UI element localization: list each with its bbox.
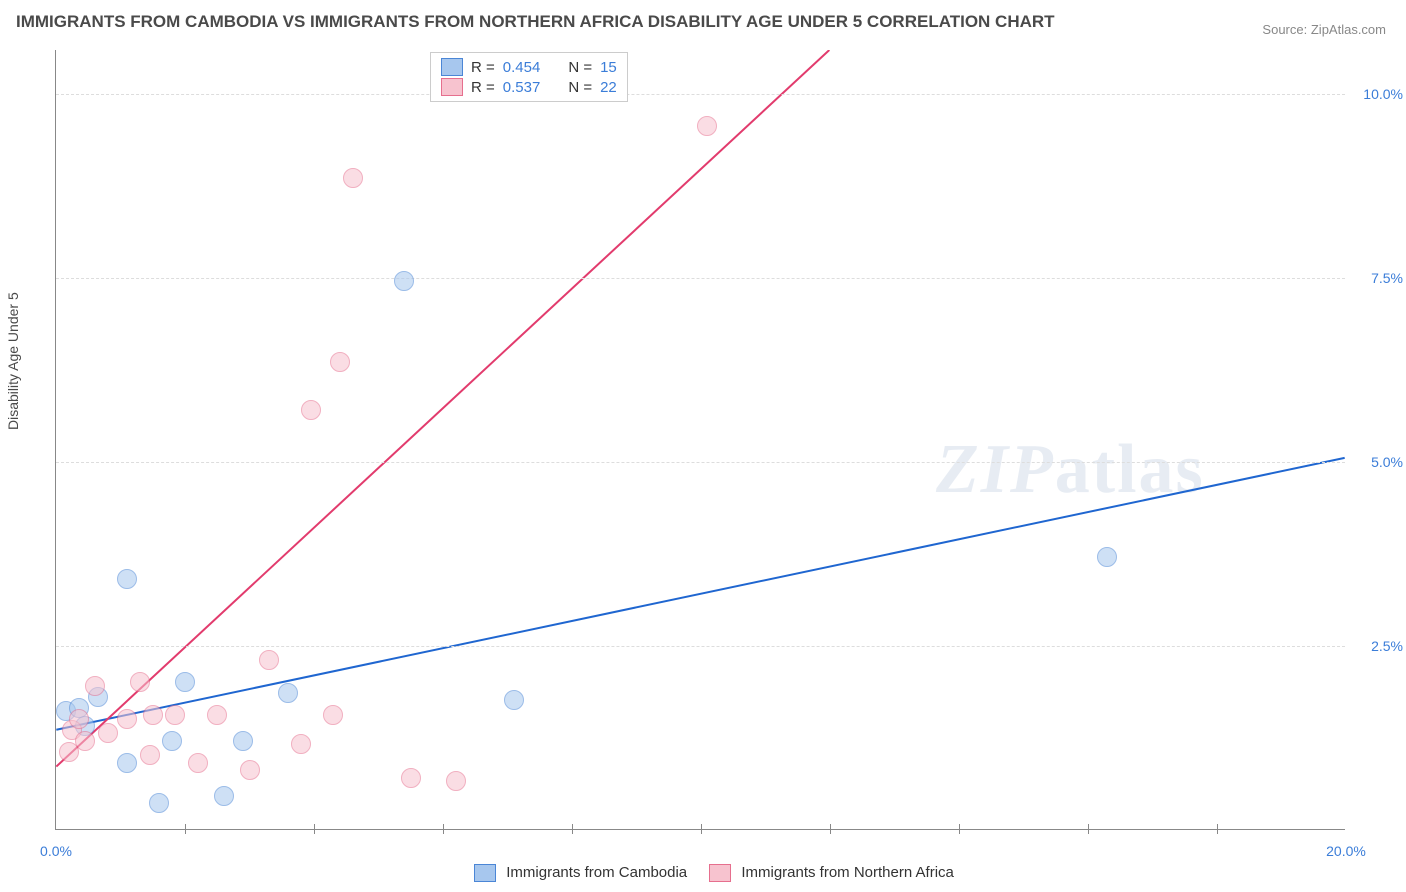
scatter-point — [240, 760, 260, 780]
scatter-point — [301, 400, 321, 420]
gridline-horizontal — [56, 94, 1345, 95]
legend-series-label: Immigrants from Northern Africa — [737, 864, 954, 881]
x-minor-tick — [443, 824, 444, 834]
correlation-legend: R = 0.454 N = 15 R = 0.537 N = 22 — [430, 52, 628, 102]
x-minor-tick — [185, 824, 186, 834]
gridline-horizontal — [56, 646, 1345, 647]
scatter-point — [323, 705, 343, 725]
x-minor-tick — [1088, 824, 1089, 834]
y-tick-label: 2.5% — [1353, 638, 1403, 654]
scatter-point — [75, 731, 95, 751]
chart-title: IMMIGRANTS FROM CAMBODIA VS IMMIGRANTS F… — [16, 12, 1055, 32]
legend-swatch — [709, 864, 731, 882]
legend-swatch — [441, 78, 463, 96]
scatter-point — [69, 709, 89, 729]
scatter-point — [697, 116, 717, 136]
scatter-point — [214, 786, 234, 806]
scatter-point — [330, 352, 350, 372]
y-tick-label: 7.5% — [1353, 270, 1403, 286]
scatter-point — [140, 745, 160, 765]
scatter-point — [446, 771, 466, 791]
plot-area: ZIPatlas 2.5%5.0%7.5%10.0%0.0%20.0% — [55, 50, 1345, 830]
scatter-point — [117, 753, 137, 773]
r-label: R = — [471, 59, 495, 76]
gridline-horizontal — [56, 278, 1345, 279]
scatter-point — [162, 731, 182, 751]
legend-row: R = 0.537 N = 22 — [441, 77, 617, 97]
source-value: ZipAtlas.com — [1311, 22, 1386, 37]
scatter-point — [401, 768, 421, 788]
scatter-point — [98, 723, 118, 743]
x-tick-label: 0.0% — [40, 843, 72, 859]
scatter-point — [165, 705, 185, 725]
n-label: N = — [568, 79, 592, 96]
y-tick-label: 5.0% — [1353, 454, 1403, 470]
x-minor-tick — [959, 824, 960, 834]
scatter-point — [259, 650, 279, 670]
scatter-point — [149, 793, 169, 813]
scatter-point — [85, 676, 105, 696]
y-axis-label: Disability Age Under 5 — [5, 292, 21, 430]
scatter-point — [207, 705, 227, 725]
scatter-point — [1097, 547, 1117, 567]
r-value: 0.537 — [503, 79, 541, 96]
x-minor-tick — [1217, 824, 1218, 834]
r-value: 0.454 — [503, 59, 541, 76]
legend-swatch — [441, 58, 463, 76]
legend-row: R = 0.454 N = 15 — [441, 57, 617, 77]
scatter-point — [291, 734, 311, 754]
series-legend: Immigrants from Cambodia Immigrants from… — [0, 864, 1406, 882]
x-minor-tick — [314, 824, 315, 834]
source-label: Source: — [1262, 22, 1307, 37]
scatter-point — [188, 753, 208, 773]
watermark: ZIPatlas — [936, 430, 1205, 510]
scatter-point — [175, 672, 195, 692]
n-value: 22 — [600, 79, 617, 96]
x-minor-tick — [572, 824, 573, 834]
scatter-point — [278, 683, 298, 703]
scatter-point — [233, 731, 253, 751]
scatter-point — [343, 168, 363, 188]
legend-series-label: Immigrants from Cambodia — [502, 864, 687, 881]
x-minor-tick — [701, 824, 702, 834]
scatter-point — [394, 271, 414, 291]
watermark-atlas: atlas — [1055, 431, 1205, 508]
x-minor-tick — [830, 824, 831, 834]
n-value: 15 — [600, 59, 617, 76]
legend-swatch — [474, 864, 496, 882]
scatter-point — [130, 672, 150, 692]
scatter-point — [504, 690, 524, 710]
trend-line — [56, 50, 829, 767]
scatter-point — [117, 569, 137, 589]
watermark-zip: ZIP — [936, 431, 1055, 508]
r-label: R = — [471, 79, 495, 96]
x-tick-label: 20.0% — [1326, 843, 1366, 859]
scatter-point — [117, 709, 137, 729]
y-tick-label: 10.0% — [1353, 86, 1403, 102]
scatter-point — [143, 705, 163, 725]
source-attribution: Source: ZipAtlas.com — [1262, 22, 1386, 37]
gridline-horizontal — [56, 462, 1345, 463]
n-label: N = — [568, 59, 592, 76]
